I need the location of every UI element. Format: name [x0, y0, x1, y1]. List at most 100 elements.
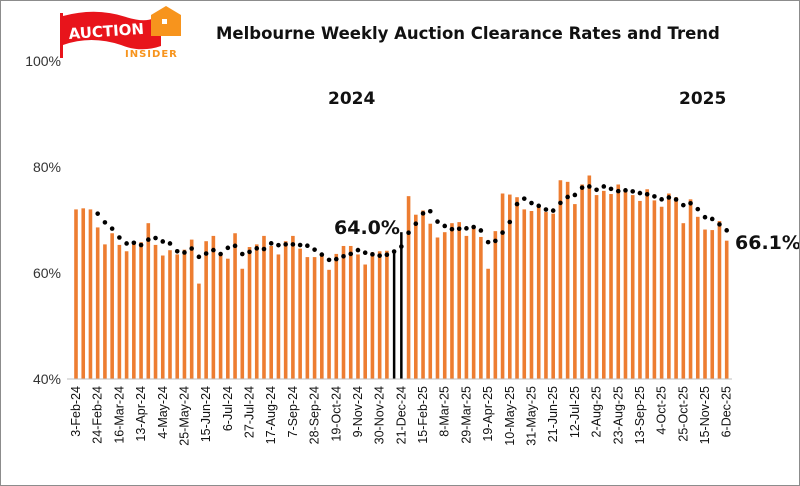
y-axis: 40% 60% 80% 100%: [25, 53, 61, 387]
bar: [674, 197, 678, 379]
bar: [695, 216, 700, 379]
bar: [298, 248, 302, 379]
trend-point: [485, 239, 491, 245]
x-tick-label: 4-May-24: [156, 386, 170, 439]
bar: [218, 255, 223, 379]
trend-point: [95, 211, 100, 216]
trend-point: [587, 184, 592, 189]
bar: [139, 242, 143, 379]
trend-point: [608, 186, 614, 192]
trend-point: [102, 220, 108, 225]
trend-point: [326, 257, 332, 263]
trend-point: [312, 247, 317, 252]
bar: [667, 193, 671, 379]
bar: [529, 210, 534, 379]
bar: [81, 208, 86, 379]
bar: [435, 237, 440, 379]
x-tick-label: 4-Oct-25: [655, 386, 669, 435]
bar: [616, 184, 621, 379]
trend-point: [362, 250, 368, 256]
trend-point: [276, 242, 281, 248]
bar: [500, 193, 505, 379]
trend-point: [464, 226, 469, 231]
x-tick-label: 6-Jul-24: [221, 386, 235, 431]
x-tick-label: 9-Nov-24: [351, 386, 365, 437]
trend-point: [211, 247, 216, 253]
x-tick-label: 21-Jun-25: [546, 386, 560, 442]
trend-point: [478, 228, 484, 233]
x-tick-label: 3-Feb-24: [69, 386, 83, 437]
bar: [565, 181, 570, 379]
bar: [609, 194, 613, 379]
trend-point: [681, 202, 686, 208]
bar: [262, 235, 266, 379]
trend-point: [500, 230, 505, 235]
bar: [168, 250, 172, 379]
x-tick-label: 8-Mar-25: [438, 386, 452, 437]
bar: [428, 223, 433, 379]
x-tick-label: 7-Sep-24: [286, 386, 300, 437]
bar: [652, 200, 657, 379]
trend-point: [630, 189, 636, 194]
bar: [370, 252, 375, 379]
trend-point: [507, 219, 513, 225]
trend-point: [319, 252, 325, 257]
trend-point: [377, 253, 382, 258]
trend-point: [558, 200, 563, 206]
trend-point: [623, 188, 628, 193]
callout-latest: 66.1%: [735, 232, 799, 254]
trend-point: [167, 241, 173, 246]
trend-point: [688, 201, 693, 206]
trend-point: [442, 223, 448, 229]
trend-point: [348, 251, 354, 257]
x-tick-label: 15-Nov-25: [698, 386, 712, 444]
trend-point: [615, 188, 621, 194]
trend-point: [724, 228, 729, 233]
bar: [587, 175, 592, 379]
bar: [320, 255, 324, 379]
trend-point: [471, 224, 476, 230]
trend-point: [297, 242, 303, 248]
x-axis: 3-Feb-24 24-Feb-24 16-Mar-24 13-Apr-24 4-May…: [67, 378, 734, 446]
bar: [74, 209, 78, 379]
trend-point: [109, 226, 115, 231]
trend-point: [420, 211, 426, 216]
callout-2024-final: 64.0%: [334, 217, 400, 239]
bars: [74, 175, 729, 379]
bar: [356, 254, 360, 379]
trend-point: [493, 238, 498, 244]
bar: [182, 249, 187, 379]
trend-point: [709, 216, 715, 222]
trend-point: [138, 242, 144, 248]
bar: [573, 204, 577, 379]
trend-point: [673, 197, 679, 202]
trend-point: [182, 250, 187, 255]
trend-point: [594, 187, 599, 193]
trend-point: [435, 219, 440, 224]
bar: [457, 222, 461, 379]
bar: [724, 240, 729, 379]
bar: [450, 223, 454, 379]
bar: [493, 231, 498, 379]
x-tick-label: 25-May-24: [177, 386, 191, 446]
bar: [710, 230, 715, 379]
bar: [240, 268, 245, 379]
logo-flag: [63, 11, 161, 50]
trend-point: [196, 254, 202, 260]
bar: [312, 257, 317, 379]
bar: [551, 213, 555, 379]
x-tick-label: 19-Oct-24: [329, 386, 343, 442]
trend-point: [254, 246, 260, 251]
bar: [327, 269, 331, 379]
bar: [160, 255, 165, 379]
trend-point: [218, 251, 223, 257]
trend-point: [290, 242, 296, 247]
trend-point: [565, 194, 570, 200]
bar: [717, 221, 722, 379]
trend-point: [146, 237, 151, 242]
trend-point: [247, 249, 252, 255]
trend-point: [268, 241, 274, 246]
bar: [110, 233, 114, 379]
bar: [146, 223, 151, 379]
